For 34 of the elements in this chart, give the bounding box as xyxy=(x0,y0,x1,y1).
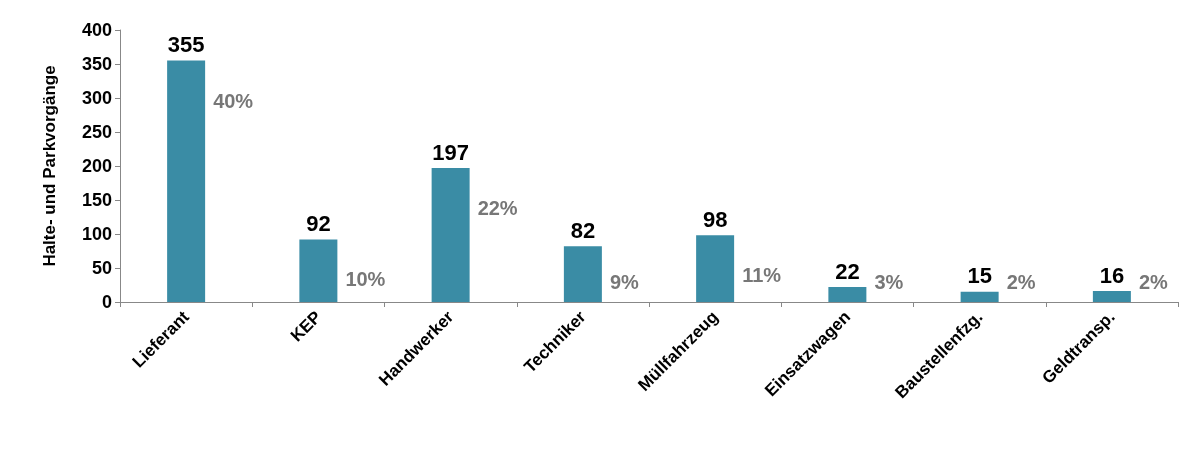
bar xyxy=(563,246,602,302)
y-tick-label: 250 xyxy=(81,122,112,142)
y-axis-title: Halte- und Parkvorgänge xyxy=(40,65,59,267)
y-tick-label: 300 xyxy=(81,88,112,108)
bar xyxy=(299,239,338,302)
annotation: 11% xyxy=(742,264,782,287)
bar xyxy=(1092,291,1131,302)
data-label: 92 xyxy=(306,210,331,236)
bar xyxy=(167,60,206,302)
bar xyxy=(960,291,999,302)
annotation: 2% xyxy=(1138,271,1168,293)
bar xyxy=(696,235,735,302)
y-tick-label: 200 xyxy=(81,156,112,176)
data-label: 82 xyxy=(570,217,596,243)
data-label: 15 xyxy=(967,263,992,289)
y-tick-label: 0 xyxy=(101,292,112,312)
annotation: 22% xyxy=(477,197,518,220)
data-label: 98 xyxy=(702,206,728,232)
y-tick-label: 50 xyxy=(91,258,112,278)
bar xyxy=(431,168,470,302)
annotation: 10% xyxy=(345,268,386,291)
data-label: 355 xyxy=(167,32,205,58)
data-label: 16 xyxy=(1099,262,1125,288)
annotation: 2% xyxy=(1006,271,1036,293)
data-label: 197 xyxy=(432,139,469,165)
y-tick-label: 400 xyxy=(81,20,112,40)
annotation: 40% xyxy=(213,89,254,112)
annotation: 3% xyxy=(874,271,904,293)
data-label: 22 xyxy=(835,258,860,284)
bar xyxy=(828,287,867,302)
y-tick-label: 150 xyxy=(81,190,112,210)
annotation: 9% xyxy=(609,271,639,293)
y-tick-label: 350 xyxy=(81,54,112,74)
y-tick-label: 100 xyxy=(81,224,112,244)
